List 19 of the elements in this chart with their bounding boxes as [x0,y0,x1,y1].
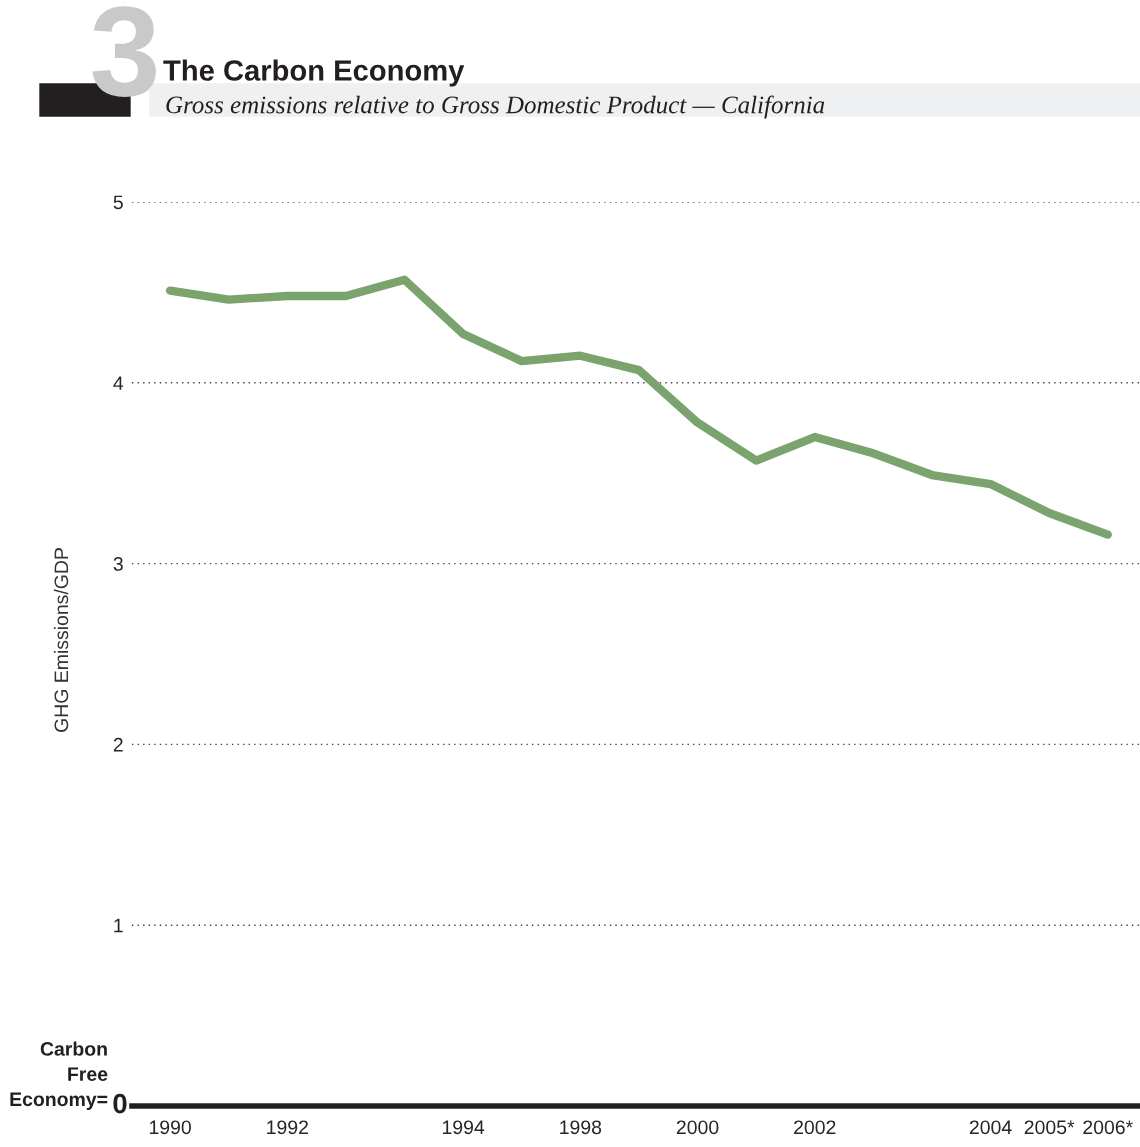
chart-subtitle: Gross emissions relative to Gross Domestic Product — California [166,95,825,119]
x-tick-label: 1994 [442,1120,485,1135]
x-tick-label: 2004 [969,1120,1012,1135]
y-axis-title: GHG Emissions/GDP [53,548,69,732]
y-tick-label: 2 [113,737,123,752]
x-tick-label: 2000 [676,1120,719,1135]
x-tick-label: 2002 [794,1120,836,1135]
x-tick-label: 1998 [560,1120,602,1135]
text: 0 [113,1093,127,1114]
y-tick-label: 4 [113,376,124,390]
x-tick-label: 2006* [1083,1120,1133,1135]
x-tick-label: 1992 [267,1120,308,1135]
y-tick-label: 5 [113,195,123,210]
text: Carbon Free Economy= [10,1041,108,1110]
y-tick-label: 1 [114,918,123,933]
x-tick-label: 2005* [1024,1120,1075,1135]
x-tick-label: 1990 [149,1120,191,1135]
y-tick-label: 3 [113,557,123,571]
chart-title: The Carbon Economy [163,59,465,87]
